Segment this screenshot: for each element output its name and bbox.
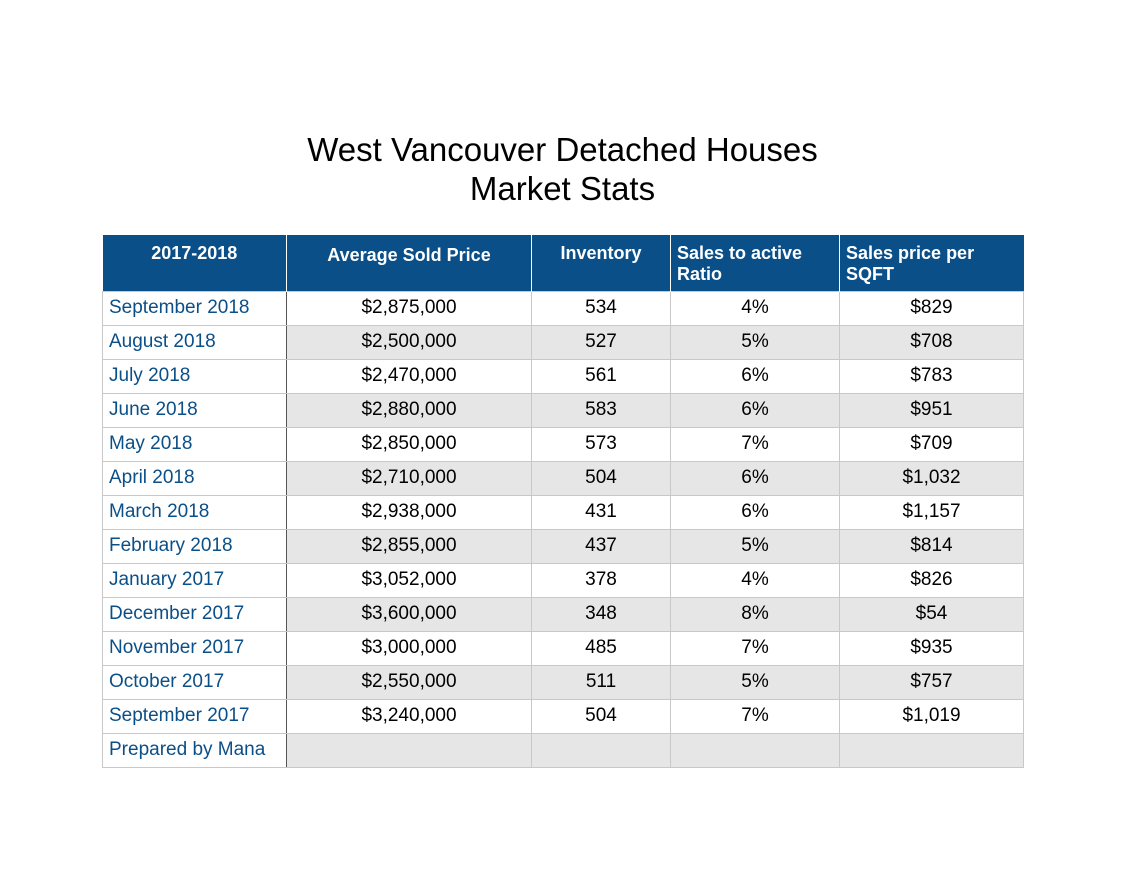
row-average-sold-price: $3,600,000 xyxy=(286,596,532,632)
row-month: March 2018 xyxy=(102,494,287,530)
row-average-sold-price: $2,875,000 xyxy=(286,290,532,326)
table-row: May 2018 $2,850,000 573 7% $709 xyxy=(102,426,1024,462)
table-row: February 2018 $2,855,000 437 5% $814 xyxy=(102,528,1024,564)
row-inventory: 485 xyxy=(531,630,671,666)
row-month: June 2018 xyxy=(102,392,287,428)
table-row: March 2018 $2,938,000 431 6% $1,157 xyxy=(102,494,1024,530)
row-inventory: 511 xyxy=(531,664,671,700)
table-row: October 2017 $2,550,000 511 5% $757 xyxy=(102,664,1024,700)
table-row: August 2018 $2,500,000 527 5% $708 xyxy=(102,324,1024,360)
row-average-sold-price: $2,855,000 xyxy=(286,528,532,564)
empty-cell xyxy=(670,732,840,768)
row-price-per-sqft: $826 xyxy=(839,562,1024,598)
table-row: January 2017 $3,052,000 378 4% $826 xyxy=(102,562,1024,598)
row-month: February 2018 xyxy=(102,528,287,564)
row-average-sold-price: $3,240,000 xyxy=(286,698,532,734)
row-inventory: 527 xyxy=(531,324,671,360)
table-footer-row: Prepared by Mana xyxy=(102,732,1024,768)
row-average-sold-price: $2,850,000 xyxy=(286,426,532,462)
row-price-per-sqft: $935 xyxy=(839,630,1024,666)
row-average-sold-price: $2,500,000 xyxy=(286,324,532,360)
row-inventory: 561 xyxy=(531,358,671,394)
row-sales-ratio: 6% xyxy=(670,460,840,496)
row-average-sold-price: $2,880,000 xyxy=(286,392,532,428)
row-inventory: 573 xyxy=(531,426,671,462)
row-average-sold-price: $2,938,000 xyxy=(286,494,532,530)
empty-cell xyxy=(531,732,671,768)
table-row: September 2017 $3,240,000 504 7% $1,019 xyxy=(102,698,1024,734)
header-average-sold-price: Average Sold Price xyxy=(286,235,532,291)
row-sales-ratio: 5% xyxy=(670,664,840,700)
row-month: May 2018 xyxy=(102,426,287,462)
row-inventory: 504 xyxy=(531,460,671,496)
table-row: September 2018 $2,875,000 534 4% $829 xyxy=(102,290,1024,326)
row-inventory: 431 xyxy=(531,494,671,530)
row-inventory: 534 xyxy=(531,290,671,326)
row-month: September 2018 xyxy=(102,290,287,326)
row-month: October 2017 xyxy=(102,664,287,700)
row-price-per-sqft: $1,032 xyxy=(839,460,1024,496)
row-average-sold-price: $2,470,000 xyxy=(286,358,532,394)
header-sales-to-active-ratio: Sales to active Ratio xyxy=(670,235,840,291)
row-price-per-sqft: $783 xyxy=(839,358,1024,394)
row-sales-ratio: 7% xyxy=(670,630,840,666)
row-sales-ratio: 5% xyxy=(670,528,840,564)
row-price-per-sqft: $1,157 xyxy=(839,494,1024,530)
row-month: December 2017 xyxy=(102,596,287,632)
row-price-per-sqft: $1,019 xyxy=(839,698,1024,734)
table-header-row: 2017-2018 Average Sold Price Inventory S… xyxy=(102,235,1024,291)
row-sales-ratio: 7% xyxy=(670,426,840,462)
row-month: November 2017 xyxy=(102,630,287,666)
row-average-sold-price: $2,710,000 xyxy=(286,460,532,496)
row-price-per-sqft: $757 xyxy=(839,664,1024,700)
row-inventory: 348 xyxy=(531,596,671,632)
row-inventory: 504 xyxy=(531,698,671,734)
title-line-1: West Vancouver Detached Houses xyxy=(307,131,818,168)
row-average-sold-price: $3,052,000 xyxy=(286,562,532,598)
row-sales-ratio: 7% xyxy=(670,698,840,734)
row-price-per-sqft: $708 xyxy=(839,324,1024,360)
row-sales-ratio: 8% xyxy=(670,596,840,632)
row-price-per-sqft: $54 xyxy=(839,596,1024,632)
table-row: December 2017 $3,600,000 348 8% $54 xyxy=(102,596,1024,632)
row-price-per-sqft: $829 xyxy=(839,290,1024,326)
row-month: January 2017 xyxy=(102,562,287,598)
row-inventory: 378 xyxy=(531,562,671,598)
market-stats-table: 2017-2018 Average Sold Price Inventory S… xyxy=(102,235,1024,768)
table-row: June 2018 $2,880,000 583 6% $951 xyxy=(102,392,1024,428)
header-inventory: Inventory xyxy=(531,235,671,291)
row-average-sold-price: $2,550,000 xyxy=(286,664,532,700)
row-sales-ratio: 6% xyxy=(670,494,840,530)
row-month: August 2018 xyxy=(102,324,287,360)
row-month: July 2018 xyxy=(102,358,287,394)
row-sales-ratio: 5% xyxy=(670,324,840,360)
row-inventory: 437 xyxy=(531,528,671,564)
row-price-per-sqft: $709 xyxy=(839,426,1024,462)
table-row: July 2018 $2,470,000 561 6% $783 xyxy=(102,358,1024,394)
row-sales-ratio: 6% xyxy=(670,358,840,394)
row-sales-ratio: 4% xyxy=(670,290,840,326)
header-sales-price-per-sqft: Sales price per SQFT xyxy=(839,235,1024,291)
page-title: West Vancouver Detached Houses Market St… xyxy=(0,130,1125,208)
row-price-per-sqft: $951 xyxy=(839,392,1024,428)
table-row: April 2018 $2,710,000 504 6% $1,032 xyxy=(102,460,1024,496)
title-line-2: Market Stats xyxy=(469,170,656,207)
row-month: September 2017 xyxy=(102,698,287,734)
empty-cell xyxy=(286,732,532,768)
row-sales-ratio: 6% xyxy=(670,392,840,428)
row-average-sold-price: $3,000,000 xyxy=(286,630,532,666)
row-month: April 2018 xyxy=(102,460,287,496)
table-row: November 2017 $3,000,000 485 7% $935 xyxy=(102,630,1024,666)
prepared-by-label: Prepared by Mana xyxy=(102,732,287,768)
row-price-per-sqft: $814 xyxy=(839,528,1024,564)
header-period: 2017-2018 xyxy=(102,235,287,291)
row-sales-ratio: 4% xyxy=(670,562,840,598)
empty-cell xyxy=(839,732,1024,768)
row-inventory: 583 xyxy=(531,392,671,428)
